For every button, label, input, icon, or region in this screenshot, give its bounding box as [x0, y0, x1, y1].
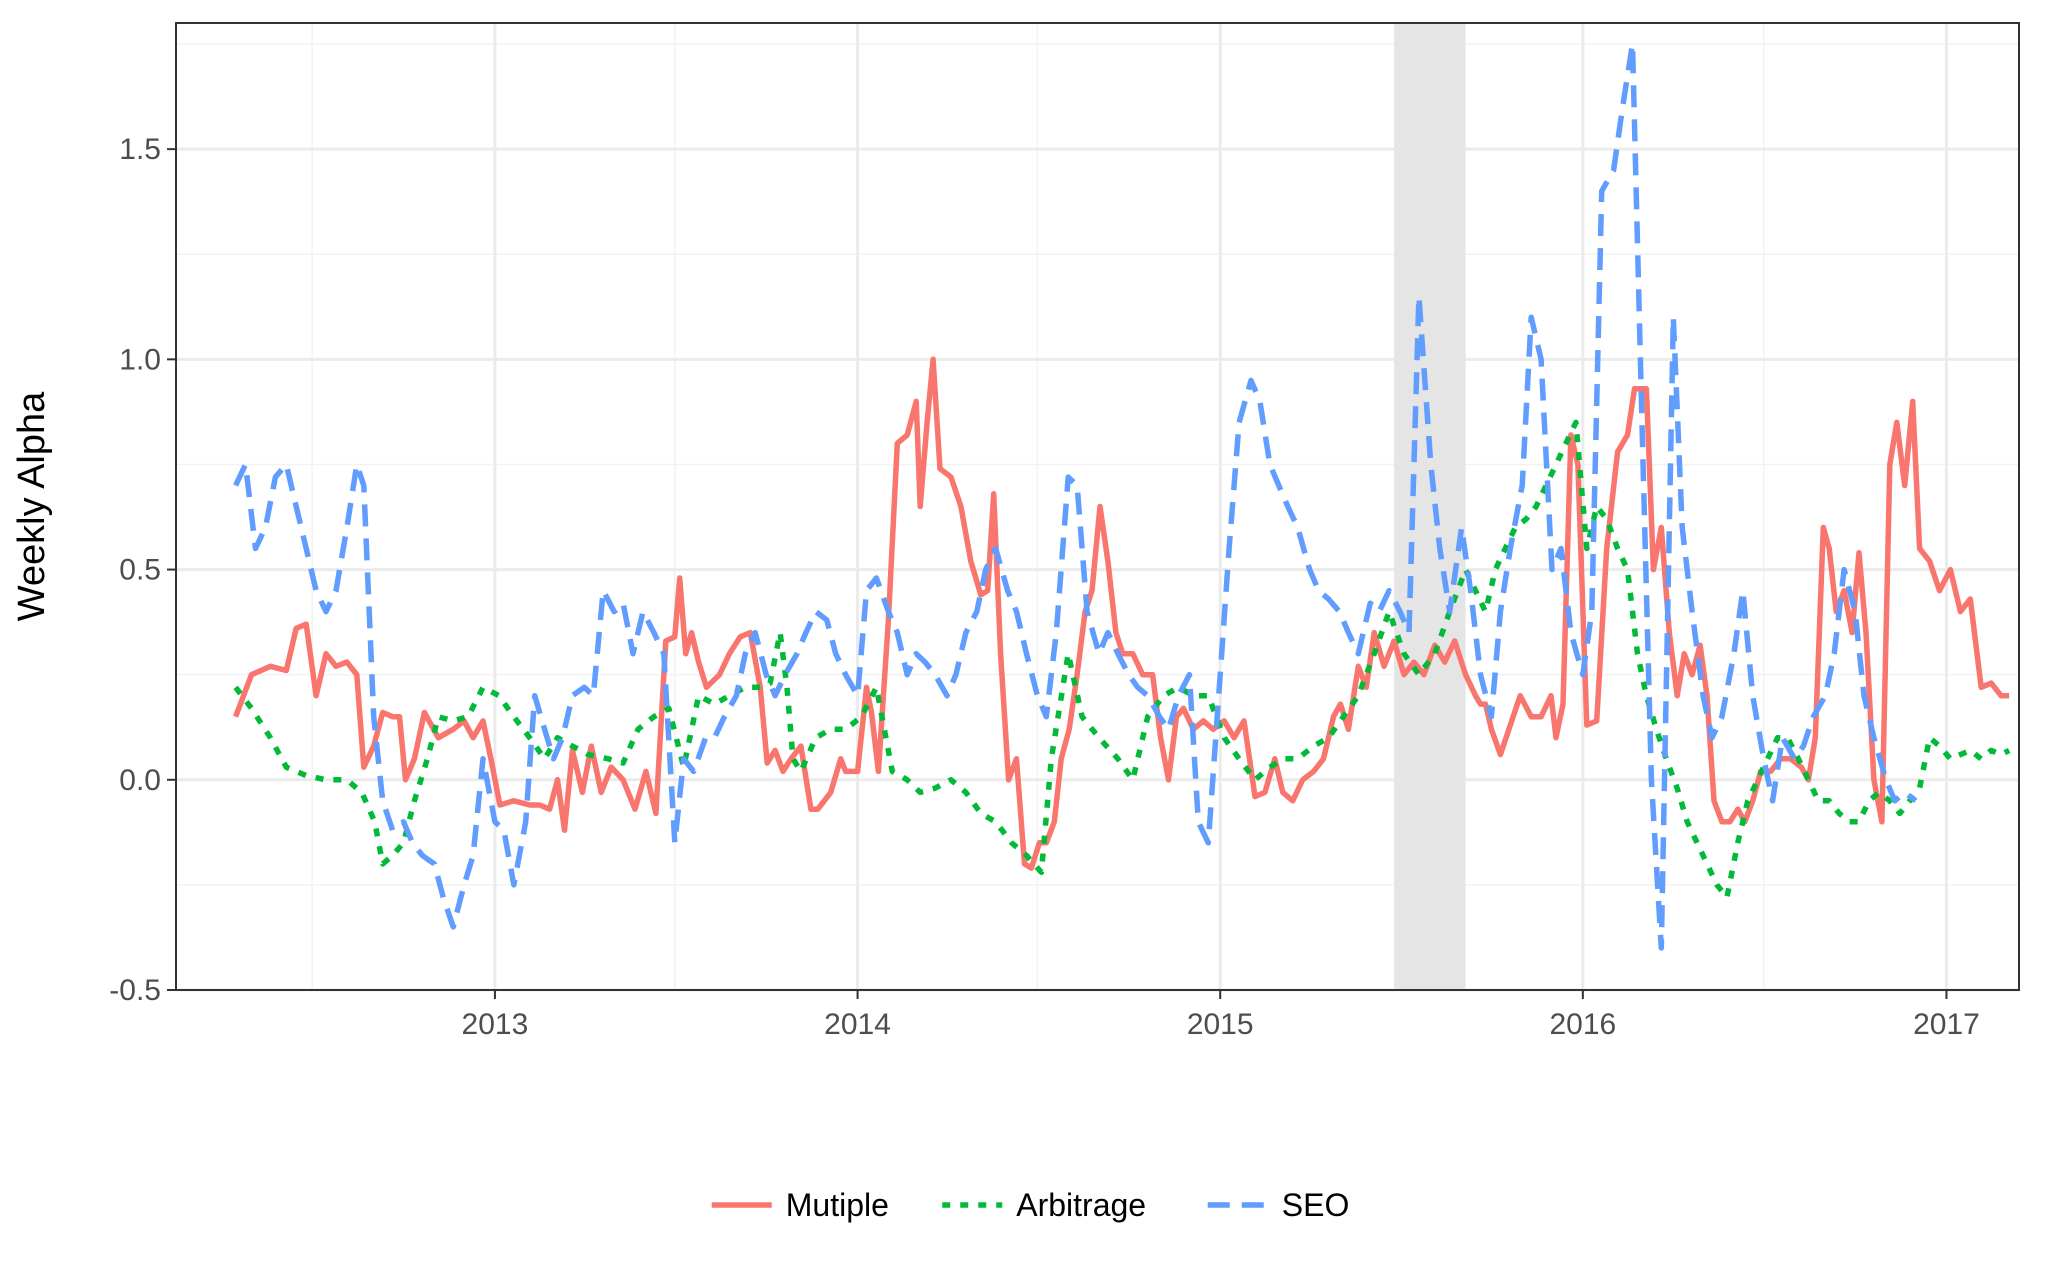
legend-label: SEO — [1282, 1187, 1350, 1223]
y-axis: -0.5 0.0 0.5 1.0 1.5 — [109, 133, 176, 1007]
panel-border — [175, 22, 2020, 991]
x-axis: 2013 2014 2015 2016 2017 — [462, 990, 1980, 1041]
y-tick-label: 1.0 — [119, 343, 161, 376]
legend: Mutiple Arbitrage SEO — [711, 1187, 1350, 1223]
x-tick-label: 2013 — [462, 1008, 529, 1041]
x-tick-label: 2015 — [1187, 1008, 1254, 1041]
x-tick-label: 2017 — [1913, 1008, 1980, 1041]
series-line-seo — [233, 41, 1918, 951]
x-tick-label: 2014 — [824, 1008, 891, 1041]
y-tick-label: -0.5 — [109, 974, 161, 1007]
series-lines — [233, 41, 2011, 951]
plot-area — [175, 22, 2020, 992]
y-axis-title: Weekly Alpha — [11, 391, 53, 621]
series-line-mutiple — [233, 356, 2010, 871]
legend-label: Mutiple — [786, 1187, 889, 1223]
x-tick-label: 2016 — [1549, 1008, 1616, 1041]
y-tick-label: 1.5 — [119, 133, 161, 166]
legend-label: Arbitrage — [1016, 1187, 1146, 1223]
y-tick-label: 0.5 — [119, 554, 161, 587]
shaded-region — [1394, 23, 1466, 990]
y-tick-label: 0.0 — [119, 764, 161, 797]
series-line-arbitrage — [233, 419, 2011, 901]
